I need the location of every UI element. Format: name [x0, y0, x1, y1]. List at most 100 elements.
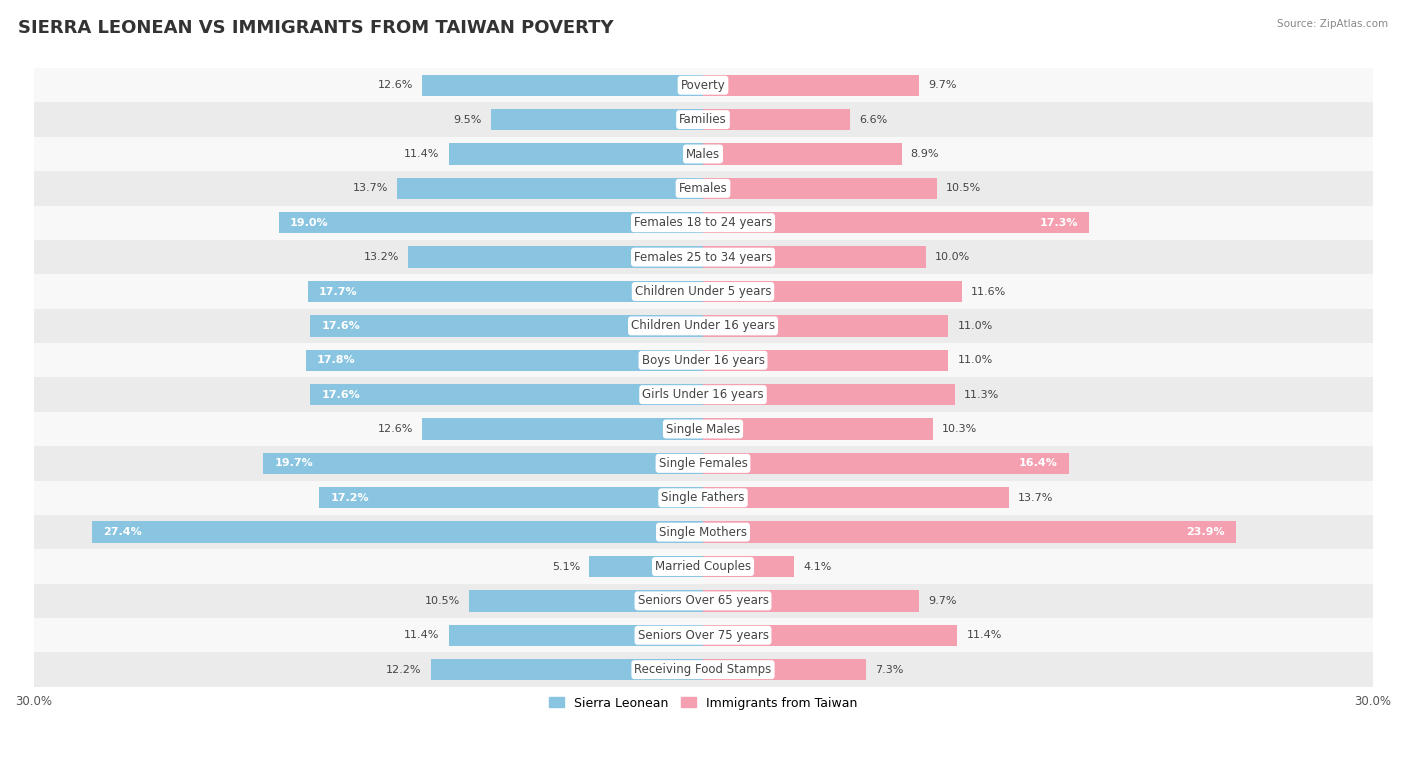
Text: 13.2%: 13.2%	[364, 252, 399, 262]
Text: Seniors Over 65 years: Seniors Over 65 years	[637, 594, 769, 607]
Text: 11.4%: 11.4%	[405, 149, 440, 159]
Text: 16.4%: 16.4%	[1019, 459, 1057, 468]
Text: SIERRA LEONEAN VS IMMIGRANTS FROM TAIWAN POVERTY: SIERRA LEONEAN VS IMMIGRANTS FROM TAIWAN…	[18, 19, 614, 37]
Text: 11.3%: 11.3%	[965, 390, 1000, 399]
Text: 17.3%: 17.3%	[1039, 218, 1078, 227]
Bar	[308, 281, 703, 302]
Bar	[34, 481, 1372, 515]
Text: 17.6%: 17.6%	[322, 321, 360, 331]
Bar	[34, 68, 1372, 102]
Bar	[703, 522, 1236, 543]
Text: Families: Families	[679, 113, 727, 126]
Bar	[34, 446, 1372, 481]
Bar	[398, 177, 703, 199]
Bar	[703, 109, 851, 130]
Bar	[34, 309, 1372, 343]
Bar	[91, 522, 703, 543]
Bar	[305, 349, 703, 371]
Text: 27.4%: 27.4%	[103, 527, 142, 537]
Bar	[34, 618, 1372, 653]
Text: 5.1%: 5.1%	[553, 562, 581, 572]
Bar	[703, 590, 920, 612]
Text: 23.9%: 23.9%	[1187, 527, 1225, 537]
Bar	[408, 246, 703, 268]
Bar	[703, 659, 866, 680]
Bar	[430, 659, 703, 680]
Bar	[703, 556, 794, 577]
Bar	[34, 550, 1372, 584]
Bar	[34, 653, 1372, 687]
Text: Girls Under 16 years: Girls Under 16 years	[643, 388, 763, 401]
Text: Seniors Over 75 years: Seniors Over 75 years	[637, 629, 769, 642]
Text: Females: Females	[679, 182, 727, 195]
Bar	[34, 412, 1372, 446]
Bar	[703, 143, 901, 164]
Text: 17.8%: 17.8%	[316, 356, 356, 365]
Bar	[34, 584, 1372, 618]
Text: 9.7%: 9.7%	[928, 80, 957, 90]
Text: Boys Under 16 years: Boys Under 16 years	[641, 354, 765, 367]
Text: 17.2%: 17.2%	[330, 493, 368, 503]
Bar	[278, 212, 703, 233]
Text: Males: Males	[686, 148, 720, 161]
Text: 10.0%: 10.0%	[935, 252, 970, 262]
Bar	[34, 136, 1372, 171]
Text: 17.7%: 17.7%	[319, 287, 357, 296]
Bar	[468, 590, 703, 612]
Bar	[703, 384, 955, 406]
Bar	[703, 212, 1090, 233]
Text: Single Fathers: Single Fathers	[661, 491, 745, 504]
Text: 10.5%: 10.5%	[425, 596, 460, 606]
Bar	[703, 246, 927, 268]
Text: 12.2%: 12.2%	[387, 665, 422, 675]
Text: 11.4%: 11.4%	[966, 630, 1001, 641]
Text: 9.7%: 9.7%	[928, 596, 957, 606]
Text: 10.5%: 10.5%	[946, 183, 981, 193]
Bar	[34, 343, 1372, 377]
Bar	[34, 274, 1372, 309]
Bar	[422, 418, 703, 440]
Text: 4.1%: 4.1%	[803, 562, 832, 572]
Bar	[703, 487, 1008, 509]
Text: 6.6%: 6.6%	[859, 114, 887, 124]
Bar	[703, 74, 920, 96]
Bar	[589, 556, 703, 577]
Text: 9.5%: 9.5%	[454, 114, 482, 124]
Text: 11.4%: 11.4%	[405, 630, 440, 641]
Text: 19.7%: 19.7%	[274, 459, 314, 468]
Bar	[34, 205, 1372, 240]
Bar	[422, 74, 703, 96]
Bar	[449, 143, 703, 164]
Bar	[703, 177, 938, 199]
Bar	[703, 453, 1069, 474]
Text: Females 25 to 34 years: Females 25 to 34 years	[634, 251, 772, 264]
Bar	[311, 384, 703, 406]
Text: Source: ZipAtlas.com: Source: ZipAtlas.com	[1277, 19, 1388, 29]
Text: Receiving Food Stamps: Receiving Food Stamps	[634, 663, 772, 676]
Text: 17.6%: 17.6%	[322, 390, 360, 399]
Bar	[34, 240, 1372, 274]
Bar	[703, 281, 962, 302]
Text: 11.6%: 11.6%	[970, 287, 1007, 296]
Text: 12.6%: 12.6%	[377, 424, 413, 434]
Bar	[311, 315, 703, 337]
Text: 11.0%: 11.0%	[957, 356, 993, 365]
Text: 10.3%: 10.3%	[942, 424, 977, 434]
Text: Children Under 5 years: Children Under 5 years	[634, 285, 772, 298]
Text: 12.6%: 12.6%	[377, 80, 413, 90]
Bar	[34, 171, 1372, 205]
Bar	[703, 625, 957, 646]
Bar	[263, 453, 703, 474]
Bar	[34, 515, 1372, 550]
Text: 19.0%: 19.0%	[290, 218, 329, 227]
Text: Children Under 16 years: Children Under 16 years	[631, 319, 775, 332]
Text: Females 18 to 24 years: Females 18 to 24 years	[634, 216, 772, 229]
Bar	[703, 418, 932, 440]
Text: 11.0%: 11.0%	[957, 321, 993, 331]
Text: 8.9%: 8.9%	[911, 149, 939, 159]
Text: Single Females: Single Females	[658, 457, 748, 470]
Text: 7.3%: 7.3%	[875, 665, 903, 675]
Text: Married Couples: Married Couples	[655, 560, 751, 573]
Text: 13.7%: 13.7%	[353, 183, 388, 193]
Bar	[319, 487, 703, 509]
